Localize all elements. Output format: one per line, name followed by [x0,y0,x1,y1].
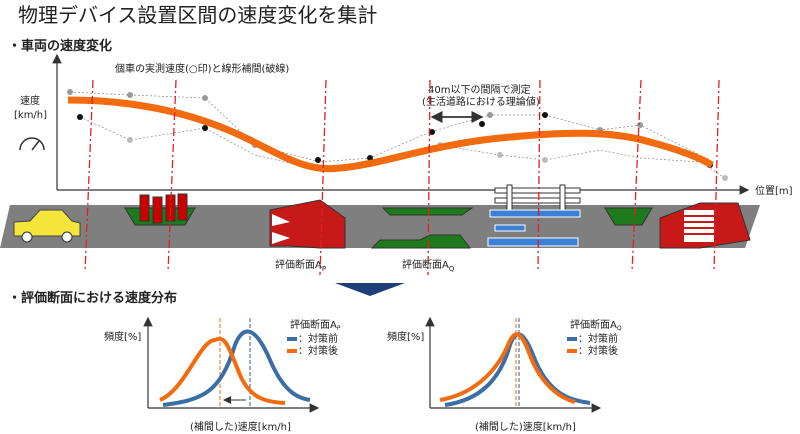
y-label: 速度 [20,94,40,107]
annotation: 個車の実測速度(○印)と線形補間(破線) [115,62,289,75]
chicane [381,207,474,216]
label: (補間した)速度[km/h] [190,420,291,433]
label: 頻度[%] [104,330,141,343]
car [13,209,81,243]
crosswalk-hump [659,202,751,249]
label: ：対策後 [298,344,338,357]
label: 評価断面A [290,318,337,331]
svg-text:評価断面AQ: 評価断面AQ [570,318,622,332]
callout: 40m以下の間隔で測定 [428,83,530,96]
label: ：対策後 [578,344,618,357]
section-label: 評価断面AP [275,258,326,273]
label: P [322,265,326,273]
label: ：対策前 [298,332,338,345]
dist-right: 頻度[%] (補間した)速度[km/h] 評価断面AQ ：対策前 ：対策後 [387,316,622,433]
label: (補間した)速度[km/h] [475,420,576,433]
section-label: 評価断面AQ [402,258,455,273]
trajectory [69,91,711,163]
label: 評価断面A [275,258,322,271]
label: ：対策前 [578,332,618,345]
heading: ・評価断面における速度分布 [8,290,177,306]
label: 頻度[%] [387,330,424,343]
x-label: 位置[m] [755,184,793,197]
label: P [337,325,341,332]
title: 物理デバイス設置区間の速度変化を集計 [18,3,377,27]
gauge-icon [19,137,45,151]
section-lines [84,79,720,276]
chicane [370,234,472,249]
svg-text:評価断面AP: 評価断面AP [290,318,341,332]
barrier [487,184,581,247]
heading: ・車両の速度変化 [8,38,112,54]
gauge-icon [31,140,40,151]
hump [269,199,346,249]
y-label: [km/h] [14,110,47,121]
label: 評価断面A [570,318,617,331]
device [604,207,653,226]
label: Q [449,265,455,273]
dist-left: 頻度[%] (補間した)速度[km/h] 評価断面AP ：対策前 ：対策後 [104,316,341,433]
interpolated-curve [67,96,714,173]
callout: (生活道路における理論値) [422,95,540,108]
label: 評価断面A [402,258,449,271]
label: Q [617,325,622,332]
down-arrow [335,283,405,296]
